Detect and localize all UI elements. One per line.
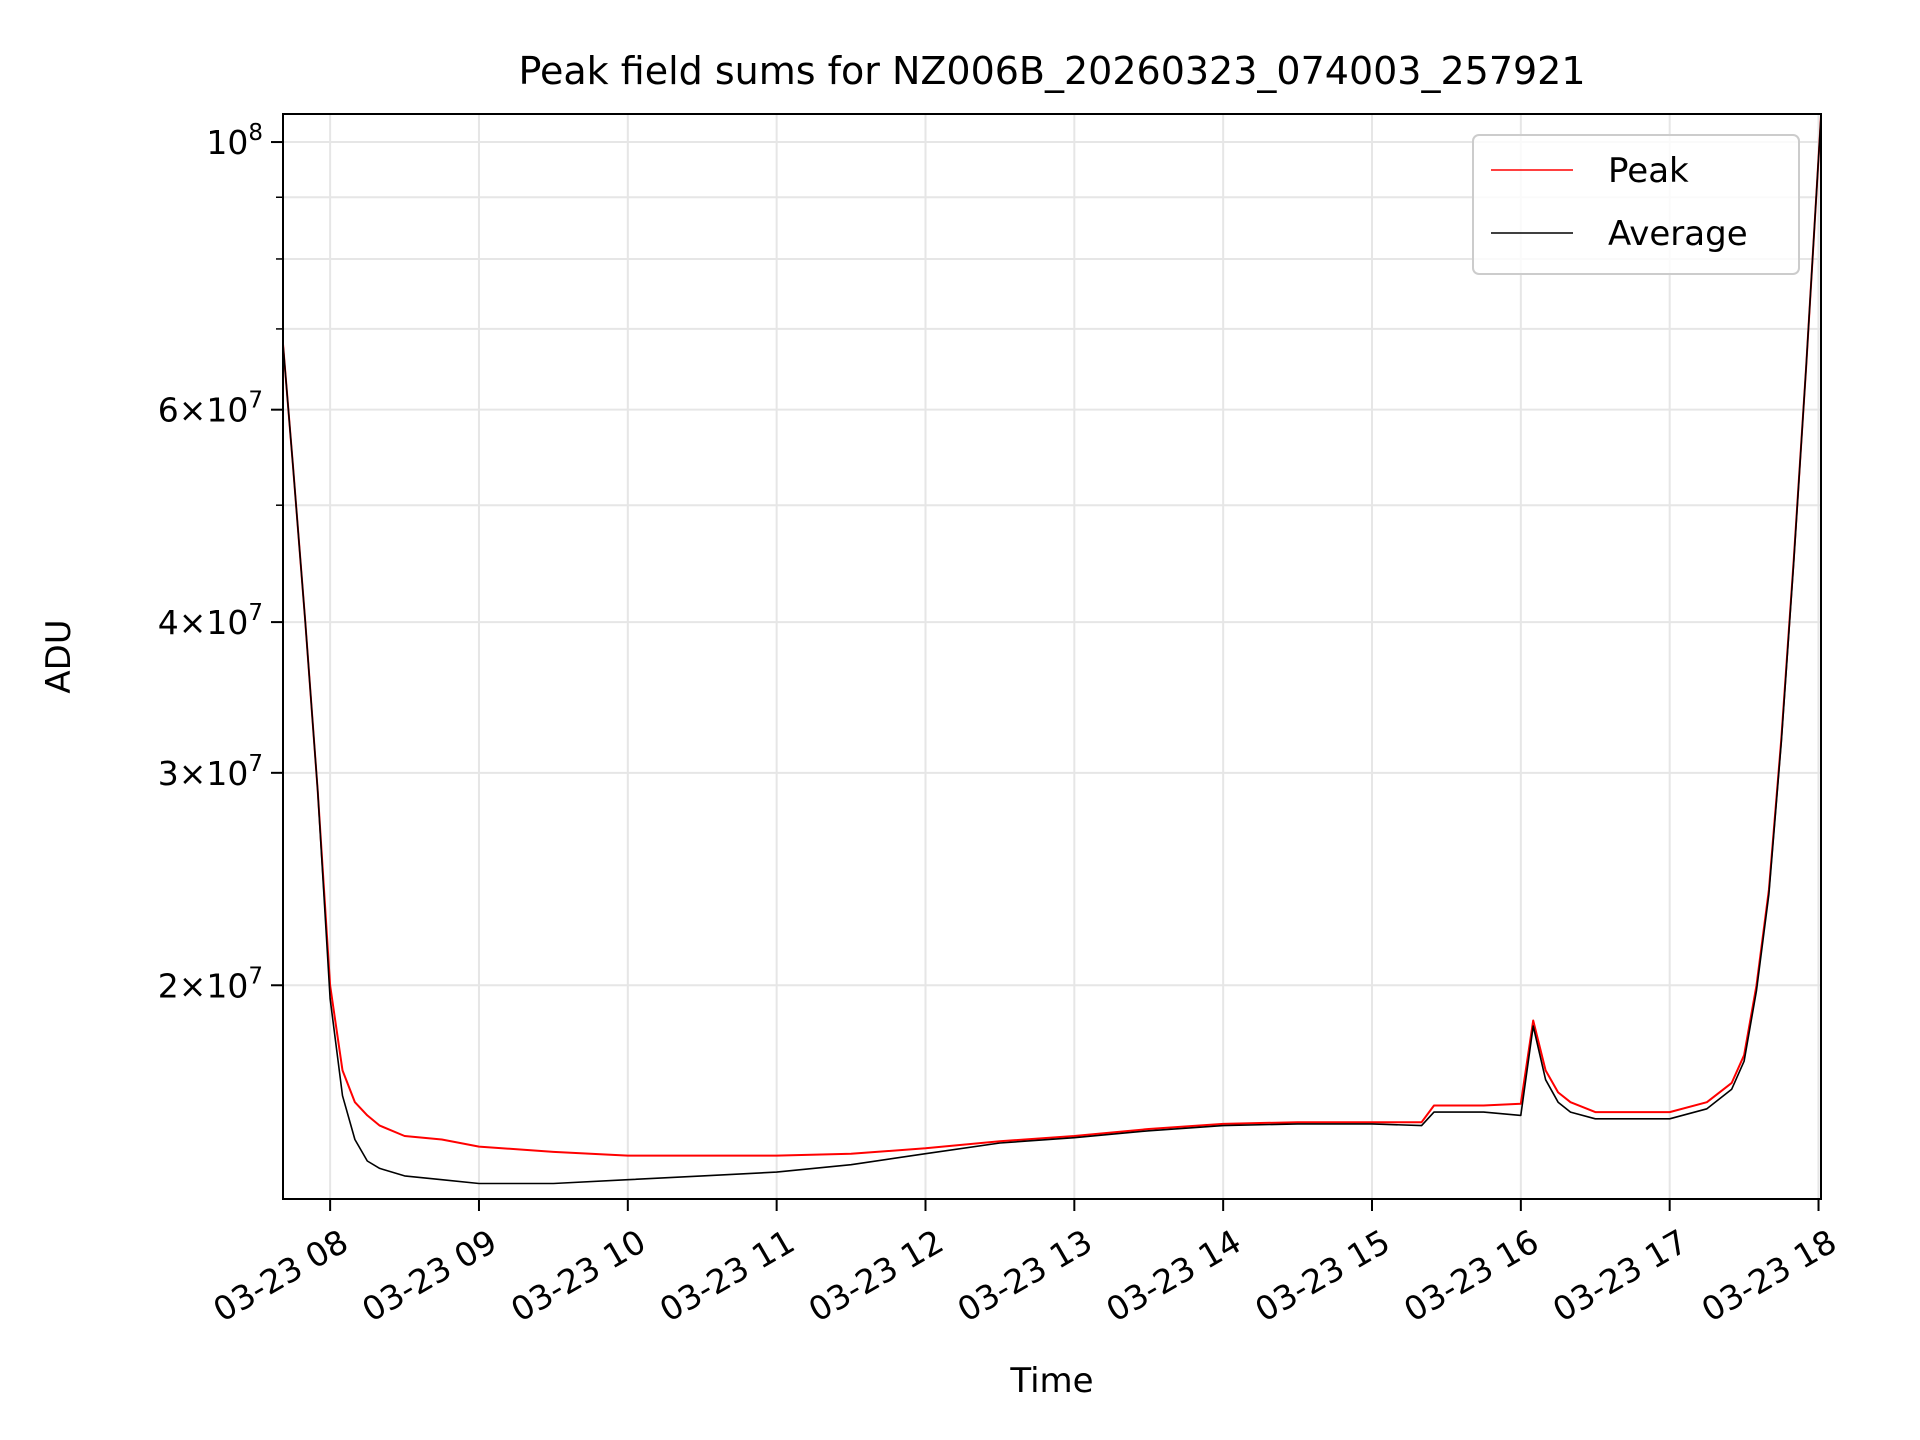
x-axis-label: Time <box>1009 1361 1093 1401</box>
series-line-average <box>282 116 1822 1185</box>
y-axis-label: ADU <box>39 619 79 693</box>
plot-series <box>282 116 1822 1185</box>
y-tick-label: 6×107 <box>158 388 263 430</box>
grid-lines <box>283 114 1821 1199</box>
y-tick-label: 2×107 <box>158 963 263 1005</box>
y-tick-label: 108 <box>206 120 263 162</box>
chart-title: Peak field sums for NZ006B_20260323_0740… <box>518 49 1585 93</box>
axes-frame <box>282 113 1822 1200</box>
y-tick-label: 4×107 <box>158 600 263 642</box>
series-line-peak <box>282 116 1822 1157</box>
legend-label-average: Average <box>1608 214 1748 254</box>
y-tick-label: 3×107 <box>158 751 263 793</box>
legend-label-peak: Peak <box>1608 151 1689 191</box>
chart-legend: Peak Average <box>1472 134 1800 275</box>
